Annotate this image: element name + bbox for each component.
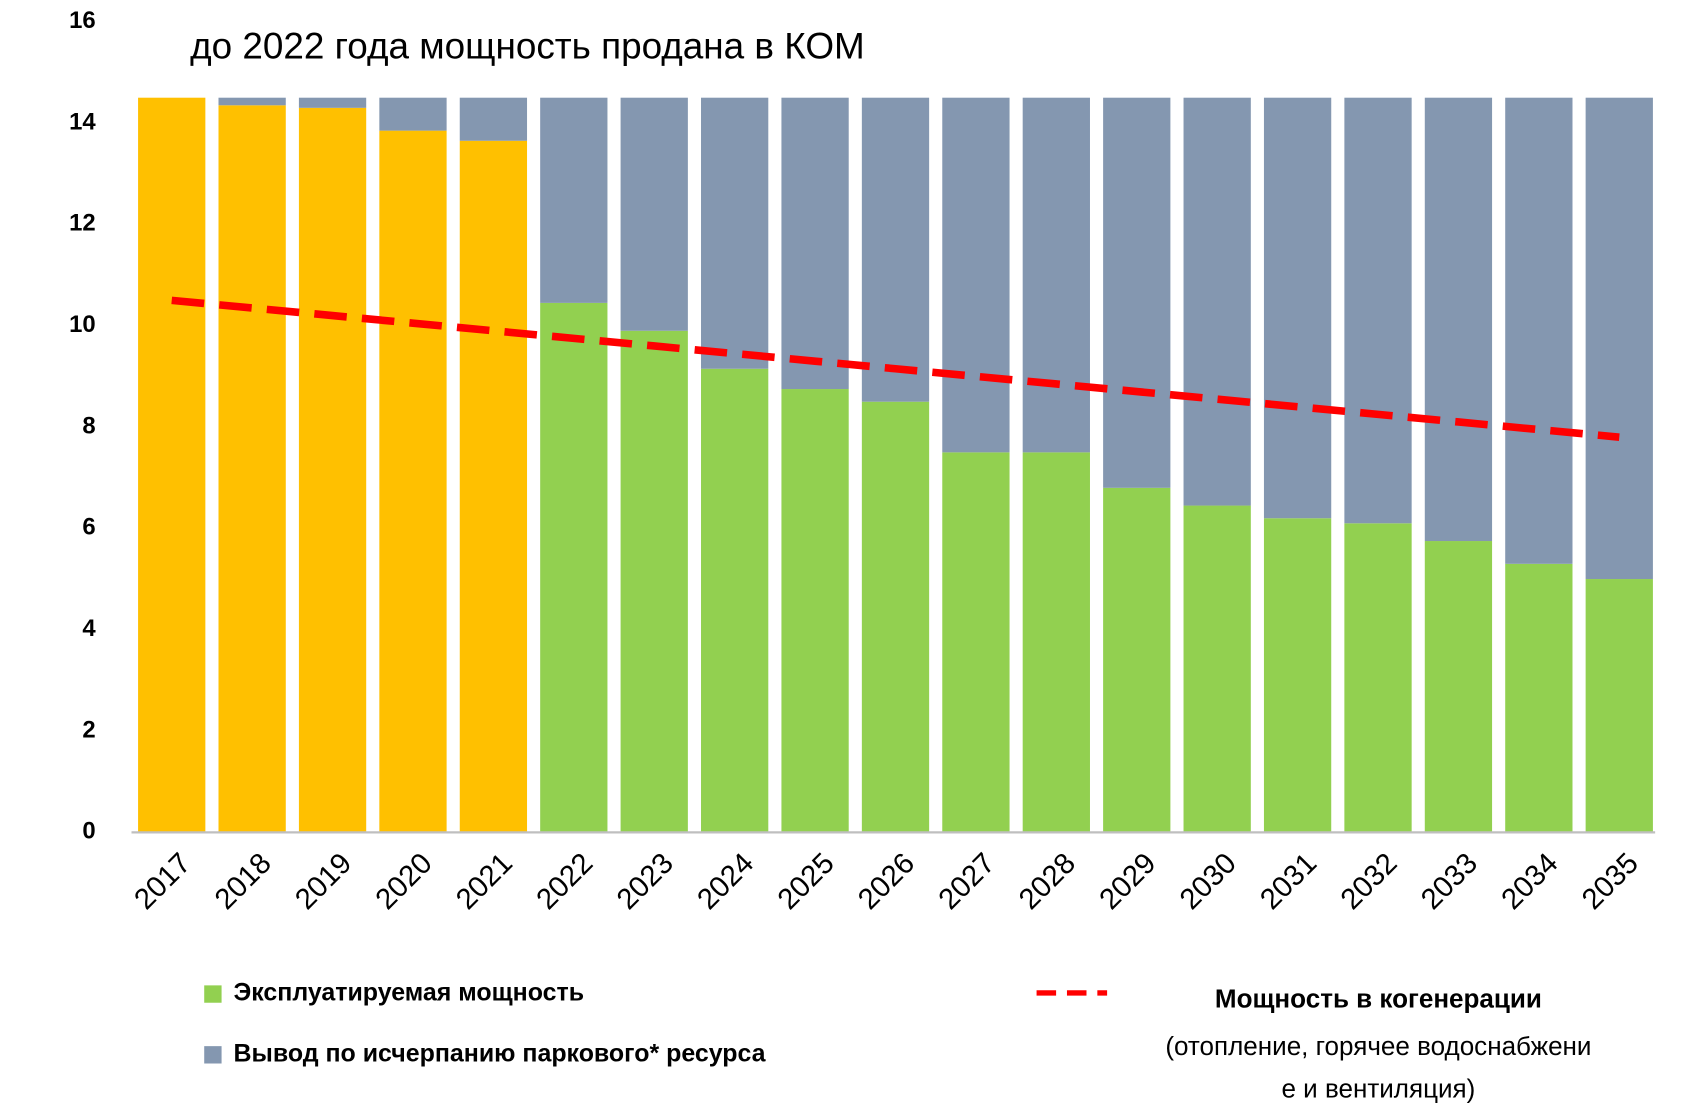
bar-segment	[1344, 523, 1412, 833]
bar-segment	[1585, 97, 1653, 580]
x-tick-label: 2035	[1575, 847, 1644, 916]
bar-segment	[1585, 579, 1653, 833]
bar-segment	[1183, 97, 1251, 506]
x-tick-label: 2023	[610, 847, 679, 916]
x-tick-label: 2029	[1093, 847, 1162, 916]
x-tick-label: 2022	[530, 847, 599, 916]
legend-note: (отопление, горячее водоснабжени	[1165, 1031, 1591, 1061]
x-tick-label: 2032	[1334, 847, 1403, 916]
legend-label: Вывод по исчерпанию паркового* ресурса	[234, 1039, 767, 1067]
x-tick-label: 2020	[369, 847, 438, 916]
bar-segment	[1344, 97, 1412, 524]
bar-segment	[1183, 505, 1251, 833]
x-tick-label: 2025	[771, 847, 840, 916]
bar-segment	[781, 389, 849, 833]
bar-segment	[620, 97, 688, 331]
bar-segment	[379, 130, 447, 833]
y-tick-label: 6	[82, 514, 95, 541]
bar-segment	[942, 452, 1010, 833]
x-tick-label: 2017	[128, 847, 197, 916]
x-tick-label: 2019	[289, 847, 358, 916]
bar-segment	[1022, 97, 1090, 453]
bar-segment	[459, 97, 528, 141]
bar-segment	[138, 97, 206, 833]
x-tick-label: 2026	[852, 847, 921, 916]
x-tick-label: 2021	[450, 847, 519, 916]
bar-segment	[1022, 452, 1090, 833]
x-tick-label: 2033	[1415, 847, 1484, 916]
bar-segment	[861, 97, 930, 402]
bar-segment	[379, 97, 447, 131]
y-tick-label: 8	[82, 412, 95, 439]
legend-note: е и вентиляция)	[1281, 1074, 1475, 1104]
bar-segment	[942, 97, 1010, 453]
x-tick-label: 2031	[1254, 847, 1323, 916]
bar-segment	[218, 97, 286, 106]
bar-segment	[1263, 97, 1332, 519]
bar-segment	[298, 97, 367, 108]
trend-line	[171, 296, 1620, 441]
bar-segment	[1103, 97, 1171, 488]
bar-segment	[781, 97, 849, 390]
chart-annotation: до 2022 года мощность продана в КОМ	[190, 26, 865, 67]
y-tick-label: 4	[82, 615, 96, 642]
bar-segment	[1505, 97, 1573, 564]
bar-segment	[540, 97, 608, 303]
legend-label: Мощность в когенерации	[1215, 983, 1542, 1013]
bar-segment	[540, 302, 608, 833]
legend-label: Эксплуатируемая мощность	[234, 979, 585, 1007]
x-tick-label: 2024	[691, 847, 760, 916]
y-tick-label: 10	[69, 311, 96, 338]
bar-segment	[1424, 541, 1493, 833]
x-tick-label: 2030	[1173, 847, 1242, 916]
bar-segment	[1263, 518, 1332, 833]
bar-segment	[218, 105, 286, 833]
x-tick-label: 2027	[932, 847, 1001, 916]
bar-segment	[459, 140, 528, 833]
y-tick-label: 12	[69, 210, 96, 237]
y-tick-label: 2	[82, 716, 95, 743]
bar-segment	[620, 330, 688, 833]
legend-swatch	[204, 1046, 222, 1064]
legend-swatch	[204, 985, 222, 1003]
bar-segment	[298, 107, 367, 833]
y-tick-label: 0	[82, 818, 95, 845]
bar-segment	[861, 401, 930, 833]
bar-segment	[701, 368, 769, 833]
x-tick-label: 2018	[208, 847, 277, 916]
bar-segment	[701, 97, 769, 369]
y-tick-label: 14	[69, 108, 96, 135]
bar-segment	[1103, 487, 1171, 833]
x-tick-label: 2028	[1013, 847, 1082, 916]
y-tick-label: 16	[69, 7, 96, 34]
bar-segment	[1505, 563, 1573, 833]
bar-segment	[1424, 97, 1493, 542]
x-tick-label: 2034	[1495, 847, 1564, 916]
